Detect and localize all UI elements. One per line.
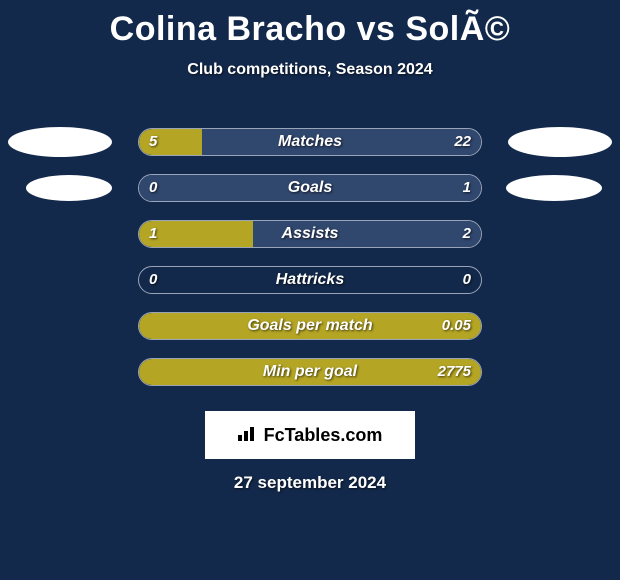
bar-fill-left (139, 359, 481, 385)
avatar-right (506, 175, 602, 201)
value-left: 5 (149, 129, 157, 155)
avatar-left (26, 175, 112, 201)
value-left: 0 (149, 267, 157, 293)
value-right: 2 (463, 221, 471, 247)
bar-fill-right (202, 129, 481, 155)
stat-row: 2775Min per goal (0, 349, 620, 395)
stat-row: 0.05Goals per match (0, 303, 620, 349)
bar-track: 01Goals (138, 174, 482, 202)
bar-track: 12Assists (138, 220, 482, 248)
stat-row: 522Matches (0, 119, 620, 165)
stat-row: 0 0Hattricks (0, 257, 620, 303)
bar-fill-right (139, 175, 481, 201)
bar-track: 0.05Goals per match (138, 312, 482, 340)
subtitle: Club competitions, Season 2024 (0, 61, 620, 79)
value-right: 2775 (438, 359, 471, 385)
footer-site: FcTables.com (264, 425, 383, 446)
bars-icon (238, 425, 258, 446)
value-left: 0 (149, 175, 157, 201)
footer-badge: FcTables.com (205, 411, 415, 459)
bar-fill-right (253, 221, 481, 247)
value-right: 22 (454, 129, 471, 155)
bar-track: 2775Min per goal (138, 358, 482, 386)
date-label: 27 september 2024 (0, 473, 620, 493)
avatar-right (508, 127, 612, 157)
bar-track: 522Matches (138, 128, 482, 156)
stat-row: 12Assists (0, 211, 620, 257)
value-right: 0 (463, 267, 471, 293)
stat-row: 01Goals (0, 165, 620, 211)
value-right: 1 (463, 175, 471, 201)
stat-label: Hattricks (139, 267, 481, 293)
value-right: 0.05 (442, 313, 471, 339)
value-left: 1 (149, 221, 157, 247)
bar-track: 0 0Hattricks (138, 266, 482, 294)
bar-fill-left (139, 313, 481, 339)
avatar-left (8, 127, 112, 157)
comparison-chart: 522Matches01Goals12Assists00Hattricks0.0… (0, 119, 620, 395)
page-title: Colina Bracho vs SolÃ© (0, 0, 620, 49)
